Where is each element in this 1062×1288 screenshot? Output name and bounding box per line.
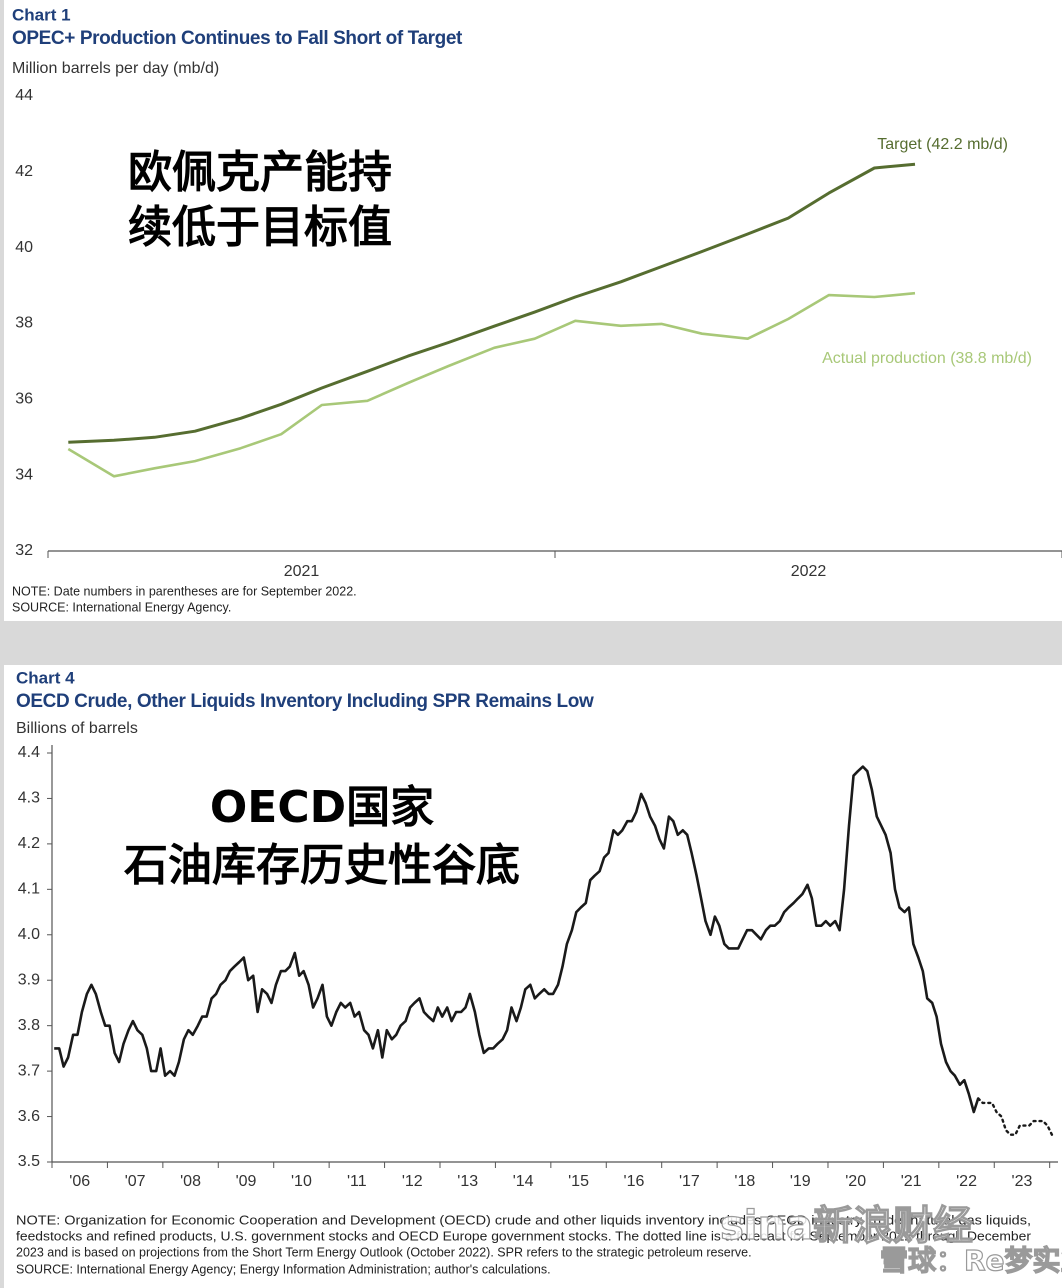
x-tick-label: '06 — [69, 1173, 90, 1190]
note: SOURCE: International Energy Agency; Ene… — [16, 1262, 551, 1276]
note: NOTE: Date numbers in parentheses are fo… — [12, 584, 357, 598]
note: NOTE: Organization for Economic Cooperat… — [16, 1213, 1031, 1227]
x-tick-label: 2022 — [791, 563, 827, 580]
y-tick-label: 3.8 — [18, 1017, 40, 1034]
x-tick-label: '18 — [734, 1173, 755, 1190]
annotation: 石油库存历史性谷底 — [124, 840, 520, 891]
y-tick-label: 36 — [15, 391, 33, 408]
chart-number: Chart 1 — [12, 5, 71, 24]
x-tick-label: '07 — [125, 1173, 146, 1190]
series-label: Actual production (38.8 mb/d) — [822, 350, 1032, 367]
panel-separator — [0, 621, 1062, 665]
data-line — [68, 162, 916, 444]
y-tick-label: 3.9 — [18, 971, 40, 988]
x-tick-label: '17 — [679, 1173, 700, 1190]
y-tick-label: 32 — [15, 542, 33, 559]
x-tick-label: 2021 — [284, 563, 320, 580]
y-tick-label: 4.4 — [18, 744, 40, 761]
panel-border — [0, 0, 4, 621]
y-tick-label: 40 — [15, 239, 33, 256]
y-axis-label: Million barrels per day (mb/d) — [12, 60, 219, 77]
x-tick-label: '16 — [624, 1173, 645, 1190]
x-tick-label: '23 — [1012, 1173, 1033, 1190]
x-tick-label: '15 — [568, 1173, 589, 1190]
annotation: 欧佩克产能持 — [128, 147, 392, 198]
y-tick-label: 3.5 — [18, 1153, 40, 1170]
x-tick-label: '19 — [790, 1173, 811, 1190]
annotation: 续低于目标值 — [128, 202, 392, 253]
watermark: sina新浪财经 — [720, 1203, 973, 1249]
y-tick-label: 4.3 — [18, 790, 40, 807]
x-tick-label: '11 — [347, 1173, 367, 1190]
data-line — [54, 765, 980, 1114]
series-label: Target (42.2 mb/d) — [877, 136, 1008, 153]
data-line — [67, 291, 916, 478]
x-tick-label: '09 — [236, 1173, 257, 1190]
x-tick-label: '20 — [845, 1173, 866, 1190]
y-tick-label: 44 — [15, 87, 33, 104]
x-tick-label: '08 — [180, 1173, 201, 1190]
x-tick-label: '14 — [513, 1173, 534, 1190]
watermark: 雪球：Re梦实业 — [880, 1244, 1062, 1277]
y-axis-label: Billions of barrels — [16, 720, 138, 737]
note: feedstocks and refined products, U.S. go… — [16, 1229, 1031, 1243]
y-tick-label: 4.0 — [18, 926, 40, 943]
y-tick-label: 4.1 — [18, 881, 40, 898]
y-tick-label: 3.7 — [18, 1062, 40, 1079]
y-tick-label: 38 — [15, 315, 33, 332]
annotation: OECD国家 — [210, 782, 434, 833]
chart-number: Chart 4 — [16, 668, 75, 687]
y-tick-label: 34 — [15, 466, 33, 483]
y-tick-label: 3.6 — [18, 1108, 40, 1125]
y-tick-label: 4.2 — [18, 835, 40, 852]
panel-border — [0, 665, 4, 1288]
x-tick-label: '10 — [291, 1173, 312, 1190]
chart-title: OECD Crude, Other Liquids Inventory Incl… — [16, 691, 594, 712]
data-line — [977, 1097, 1054, 1136]
x-tick-label: '12 — [402, 1173, 423, 1190]
x-tick-label: '13 — [457, 1173, 478, 1190]
x-tick-label: '22 — [956, 1173, 977, 1190]
y-tick-label: 42 — [15, 163, 33, 180]
chart-title: OPEC+ Production Continues to Fall Short… — [12, 28, 463, 49]
x-tick-label: '21 — [901, 1173, 922, 1190]
note: SOURCE: International Energy Agency. — [12, 600, 231, 614]
note: 2023 and is based on projections from th… — [16, 1245, 752, 1259]
